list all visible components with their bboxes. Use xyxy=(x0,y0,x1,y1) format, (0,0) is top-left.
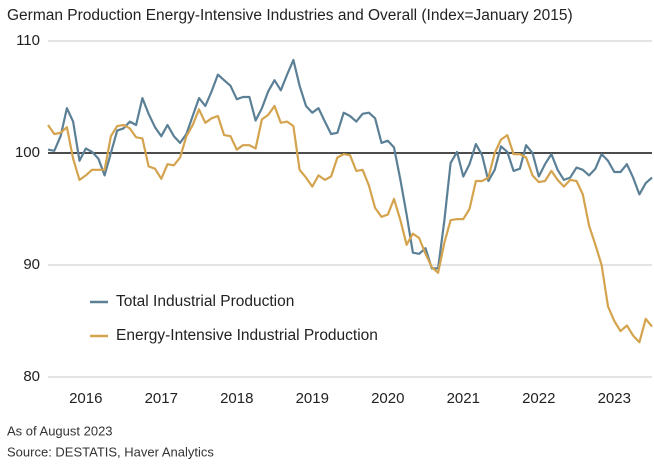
note: Source: DESTATIS, Haver Analytics xyxy=(7,444,214,459)
chart-title: German Production Energy-Intensive Indus… xyxy=(7,7,573,24)
legend-label: Total Industrial Production xyxy=(116,293,294,310)
x-tick-label: 2018 xyxy=(220,390,253,407)
x-tick-label: 2016 xyxy=(69,390,102,407)
y-tick-label: 90 xyxy=(23,256,40,273)
line-series xyxy=(47,104,653,344)
x-tick-label: 2019 xyxy=(296,390,329,407)
y-tick-label: 110 xyxy=(16,32,40,49)
x-tick-label: 2020 xyxy=(371,390,404,407)
x-tick-label: 2017 xyxy=(145,390,178,407)
y-tick-label: 100 xyxy=(15,144,40,161)
legend-label: Energy-Intensive Industrial Production xyxy=(116,327,378,344)
y-tick-label: 80 xyxy=(23,368,40,385)
line-series xyxy=(47,58,653,270)
x-tick-label: 2022 xyxy=(522,390,555,407)
x-tick-label: 2021 xyxy=(447,390,480,407)
note: As of August 2023 xyxy=(7,423,113,438)
x-tick-label: 2023 xyxy=(598,390,631,407)
